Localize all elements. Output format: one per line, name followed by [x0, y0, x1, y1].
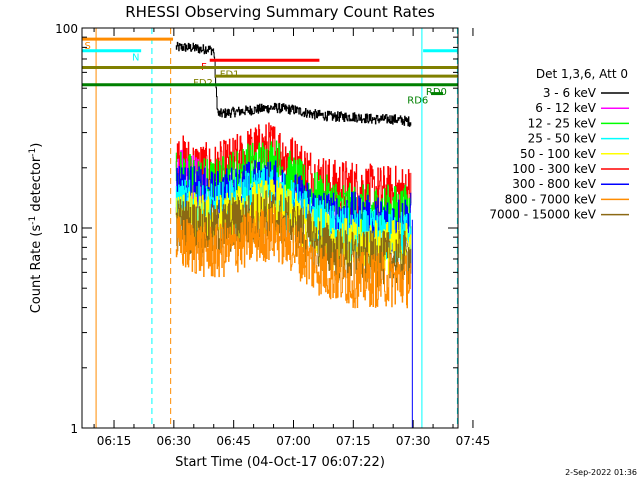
y-axis-label: Count Rate (s-1 detector-1) [28, 143, 44, 314]
x-tick-label: 07:15 [336, 434, 371, 448]
footer-timestamp: 2-Sep-2022 01:36 [565, 468, 637, 477]
x-tick-label: 07:30 [396, 434, 431, 448]
legend-label: 300 - 800 keV [512, 177, 596, 191]
x-tick-label: 06:45 [216, 434, 251, 448]
y-axis-label-close: ) [29, 143, 44, 148]
status-bar-label: RD6 [407, 96, 428, 107]
x-tick-label: 07:45 [456, 434, 491, 448]
status-bar-label: S [85, 41, 91, 52]
legend-label: 50 - 100 keV [520, 147, 597, 161]
status-bar-label: N [132, 53, 139, 64]
y-tick-label: 10 [63, 222, 78, 236]
y-axis-label-tail: detector [29, 156, 44, 216]
legend-label: 3 - 6 keV [543, 86, 597, 100]
series-line [175, 41, 412, 127]
x-tick-label: 06:15 [97, 434, 132, 448]
status-bars: SNFFD1FD2RD0RD6 [82, 37, 458, 107]
x-tick-label: 06:30 [157, 434, 192, 448]
legend-label: 800 - 7000 keV [505, 192, 597, 206]
legend-label: 7000 - 15000 keV [489, 208, 596, 222]
x-axis-label: Start Time (04-Oct-17 06:07:22) [175, 455, 385, 470]
y-tick-label: 1 [70, 422, 78, 436]
y-axis-label-main: Count Rate (s [29, 225, 44, 314]
y-axis-label-sup: -1 [28, 216, 38, 225]
y-axis-label-sup2: -1 [28, 148, 38, 157]
legend-label: 100 - 300 keV [512, 162, 596, 176]
y-tick-label: 100 [55, 22, 78, 36]
legend-label: 12 - 25 keV [528, 116, 597, 130]
legend-label: 25 - 50 keV [528, 132, 597, 146]
x-axis: 06:15 06:30 06:45 07:00 07:15 07:30 07:45 [93, 28, 491, 448]
series-line [175, 206, 412, 309]
x-tick-label: 07:00 [276, 434, 311, 448]
chart-title: RHESSI Observing Summary Count Rates [125, 3, 435, 21]
legend-title: Det 1,3,6, Att 0 [536, 67, 628, 81]
y-axis: 1 10 100 [55, 22, 458, 436]
series-group [175, 41, 413, 428]
legend-label: 6 - 12 keV [535, 101, 597, 115]
